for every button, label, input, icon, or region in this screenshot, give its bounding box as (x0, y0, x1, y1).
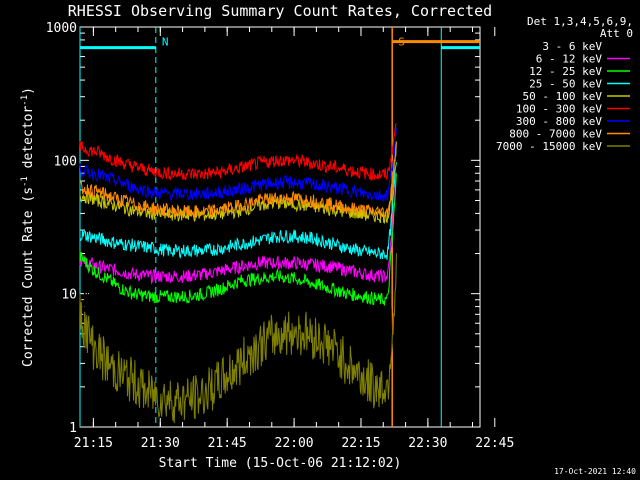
x-tick-label: 21:45 (208, 436, 247, 451)
legend-label: 50 - 100 keV (523, 90, 603, 103)
x-tick-label: 21:30 (141, 436, 180, 451)
y-tick-label: 100 (54, 154, 77, 169)
series-line-0 (79, 284, 397, 391)
series-lines (79, 123, 397, 424)
legend-label: 100 - 300 keV (516, 103, 602, 116)
axis-ticks: 1 10 100 1000 21:15 21:30 21:45 22:00 22:15 22:30… (46, 21, 515, 451)
x-tick-label: 21:15 (74, 436, 113, 451)
footer-date: 17-Oct-2021 12:40 (554, 467, 636, 476)
legend-header-line-1: Det 1,3,4,5,6,9, (527, 15, 633, 28)
legend-label: 12 - 25 keV (529, 65, 602, 78)
y-axis-label-end: ) (21, 87, 36, 95)
legend-label: 3 - 6 keV (542, 40, 602, 53)
y-axis-label: Corrected Count Rate (s-1 detector-1) (20, 87, 36, 367)
y-axis-label-sup2: -1 (20, 95, 30, 106)
x-axis-label: Start Time (15-Oct-06 21:12:02) (159, 456, 402, 471)
legend-label: 800 - 7000 keV (509, 128, 602, 141)
legend-label: 300 - 800 keV (516, 115, 602, 128)
x-tick-label: 22:30 (408, 436, 447, 451)
chart-title: RHESSI Observing Summary Count Rates, Co… (68, 2, 492, 20)
legend-label: 6 - 12 keV (536, 53, 603, 66)
y-tick-label: 1000 (46, 21, 77, 36)
series-line-2 (79, 173, 397, 306)
annotation-label: S (398, 36, 405, 49)
series-line-3 (79, 162, 397, 260)
x-tick-label: 22:45 (475, 436, 514, 451)
y-axis-label-main: Corrected Count Rate (s (21, 187, 36, 367)
y-tick-label: 10 (61, 288, 77, 303)
y-tick-label: 1 (69, 421, 77, 436)
y-axis-label-mid: detector (21, 106, 36, 177)
series-line-5 (79, 123, 397, 181)
legend-label: 7000 - 15000 keV (496, 140, 602, 153)
series-line-6 (79, 127, 397, 203)
annotation-label: N (162, 36, 169, 49)
x-tick-label: 22:15 (341, 436, 380, 451)
series-line-8 (79, 253, 397, 424)
series-line-1 (79, 172, 397, 285)
legend-label: 25 - 50 keV (529, 78, 602, 91)
legend-header-line-2: Att 0 (600, 27, 633, 40)
x-tick-label: 22:00 (275, 436, 314, 451)
series-line-7 (79, 142, 397, 219)
y-axis-label-sup1: -1 (20, 176, 30, 187)
